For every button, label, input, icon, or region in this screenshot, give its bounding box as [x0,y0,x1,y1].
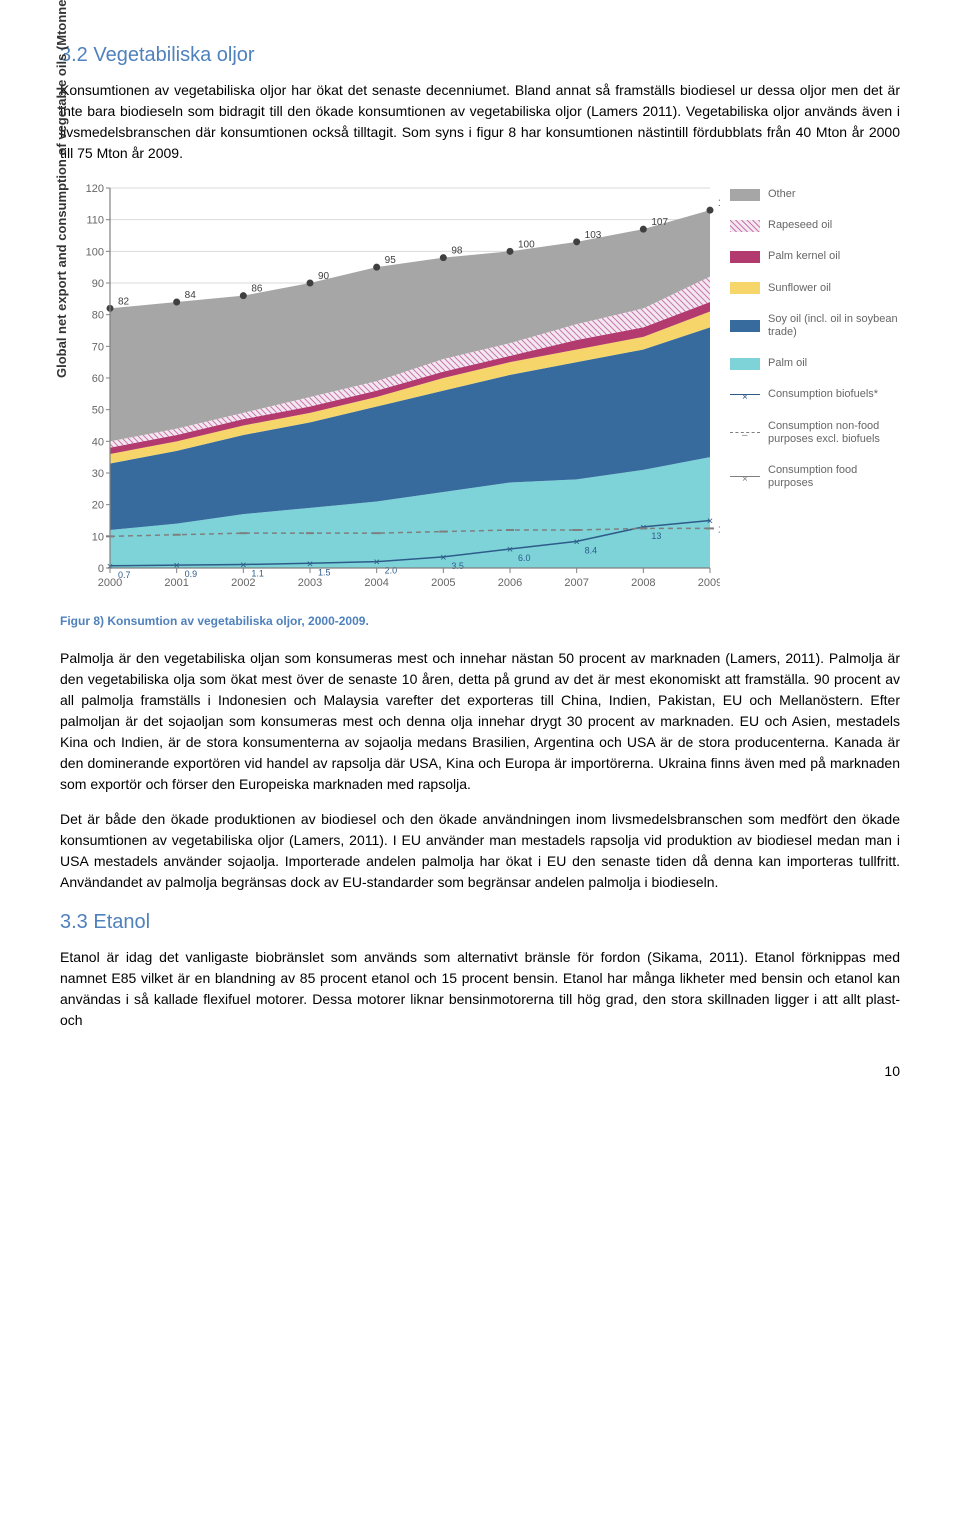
svg-text:30: 30 [92,468,104,480]
chart-legend: Other Rapeseed oil Palm kernel oil Sunflowe… [730,188,900,508]
svg-text:100: 100 [86,246,104,258]
svg-text:20: 20 [92,500,104,512]
svg-text:15: 15 [718,525,720,535]
svg-text:10: 10 [92,531,104,543]
svg-text:13: 13 [651,531,661,541]
svg-text:1.5: 1.5 [318,567,331,577]
svg-text:×: × [507,544,513,556]
legend-label: Soy oil (incl. oil in soybean trade) [768,313,900,339]
svg-text:2002: 2002 [231,577,255,589]
svg-text:2006: 2006 [498,577,522,589]
legend-label: Consumption biofuels* [768,388,878,401]
svg-text:84: 84 [185,290,197,301]
chart-y-axis-label: Global net export and consumption of veg… [52,0,72,378]
legend-label: Sunflower oil [768,282,831,295]
svg-text:×: × [440,552,446,564]
legend-swatch [730,189,760,201]
legend-line: × [730,389,760,401]
svg-text:60: 60 [92,373,104,385]
svg-text:×: × [373,557,379,569]
svg-text:2000: 2000 [98,577,122,589]
legend-item: Soy oil (incl. oil in soybean trade) [730,313,900,339]
legend-item: –Consumption non-food purposes excl. bio… [730,420,900,446]
legend-item: × Consumption food purposes [730,464,900,490]
legend-item: Palm kernel oil [730,250,900,263]
figure-8-caption: Figur 8) Konsumtion av vegetabiliska olj… [60,612,900,630]
legend-item: Palm oil [730,357,900,370]
legend-label: Other [768,188,796,201]
svg-text:2001: 2001 [164,577,188,589]
legend-label: Palm kernel oil [768,250,840,263]
section-3-3-heading: 3.3 Etanol [60,907,900,937]
svg-text:2008: 2008 [631,577,655,589]
legend-label: Consumption non-food purposes excl. biof… [768,420,900,446]
svg-text:103: 103 [585,230,602,241]
svg-text:2.0: 2.0 [385,566,398,576]
vegetable-oils-chart: Global net export and consumption of veg… [60,178,900,598]
legend-item: Other [730,188,900,201]
svg-text:110: 110 [86,215,104,227]
legend-label: Consumption food purposes [768,464,900,490]
svg-text:90: 90 [92,278,104,290]
legend-item: Rapeseed oil [730,219,900,232]
chart-svg: 0 10 20 30 40 50 60 70 80 90 100 110 120 82 84 86 90 95 98… [60,178,720,598]
svg-text:86: 86 [251,284,263,295]
svg-text:50: 50 [92,405,104,417]
svg-text:100: 100 [518,239,535,250]
svg-text:2007: 2007 [564,577,588,589]
svg-text:40: 40 [92,436,104,448]
legend-swatch [730,251,760,263]
legend-line: – [730,427,760,439]
section-3-2-para-1: Konsumtionen av vegetabiliska oljor har … [60,80,900,164]
legend-label: Palm oil [768,357,807,370]
svg-text:6.0: 6.0 [518,553,531,563]
legend-line: × [730,471,760,483]
svg-text:95: 95 [385,255,397,266]
svg-text:107: 107 [651,217,668,228]
page-number: 10 [60,1061,900,1082]
svg-text:2005: 2005 [431,577,455,589]
section-3-3-para-1: Etanol är idag det vanligaste biobränsle… [60,947,900,1031]
svg-text:82: 82 [118,296,130,307]
legend-swatch [730,220,760,232]
svg-text:8.4: 8.4 [585,545,598,555]
svg-text:3.5: 3.5 [451,561,464,571]
svg-text:×: × [573,536,579,548]
section-3-2-heading: 3.2 Vegetabiliska oljor [60,40,900,70]
svg-text:80: 80 [92,310,104,322]
svg-text:2009: 2009 [698,577,720,589]
svg-text:2004: 2004 [364,577,388,589]
body-para-3: Det är både den ökade produktionen av bi… [60,809,900,893]
body-para-2: Palmolja är den vegetabiliska oljan som … [60,648,900,795]
svg-text:70: 70 [92,341,104,353]
svg-text:×: × [707,516,713,528]
legend-label: Rapeseed oil [768,219,832,232]
svg-text:90: 90 [318,271,330,282]
legend-swatch [730,282,760,294]
svg-text:0: 0 [98,563,104,575]
svg-text:113: 113 [718,198,720,209]
legend-swatch [730,358,760,370]
legend-item: × Consumption biofuels* [730,388,900,401]
svg-text:2003: 2003 [298,577,322,589]
svg-text:98: 98 [451,246,463,257]
legend-item: Sunflower oil [730,282,900,295]
legend-swatch [730,320,760,332]
svg-text:120: 120 [86,183,104,195]
